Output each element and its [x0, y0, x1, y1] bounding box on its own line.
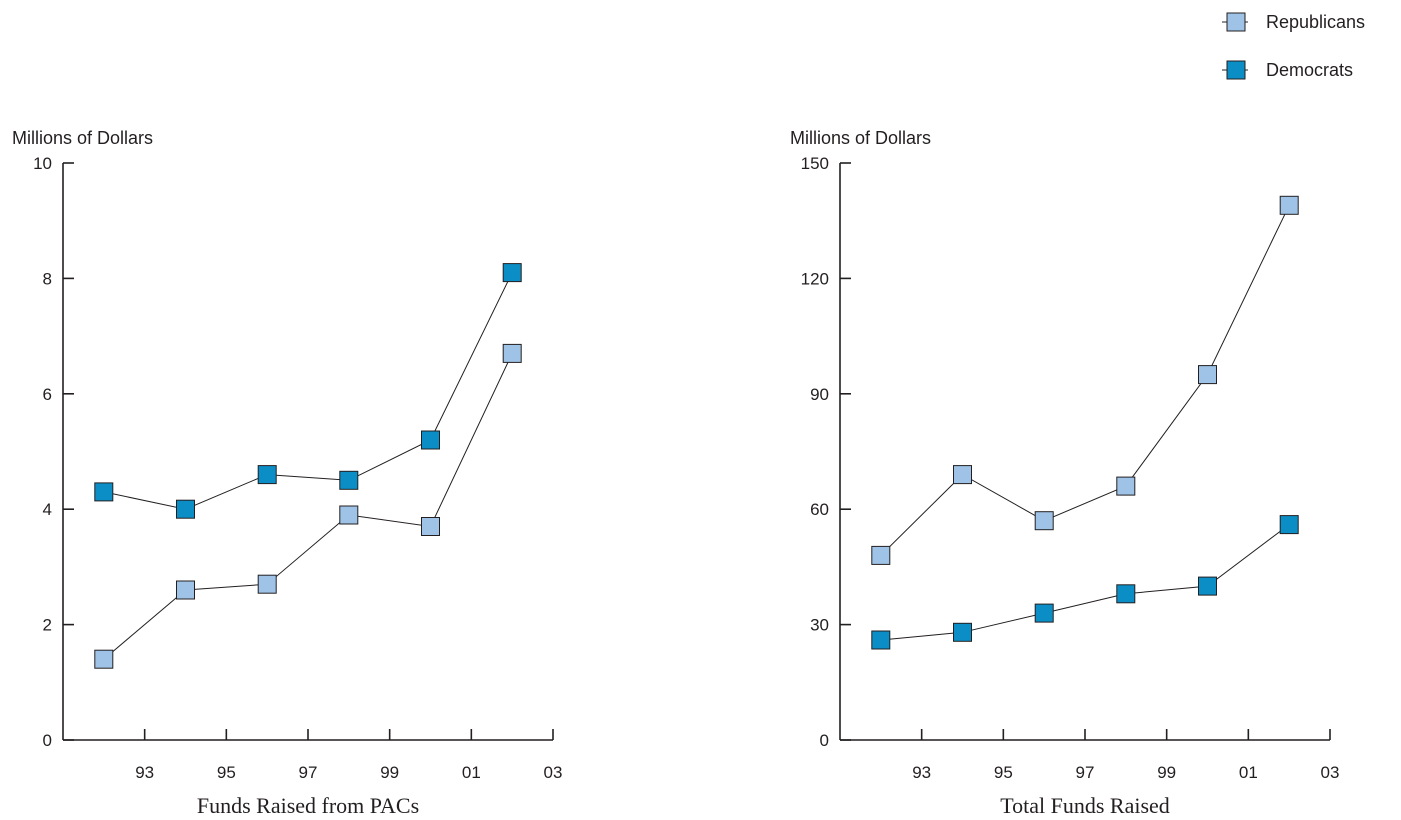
axes: 0 30 60 90 120 150 93 95 97 99 01 03: [801, 154, 1340, 782]
data-point-democrats: [421, 430, 440, 450]
data-point-democrats: [94, 482, 114, 502]
y-tick-label: 2: [43, 616, 52, 635]
data-point-republicans: [871, 545, 891, 565]
series-line-republicans: [103, 353, 513, 660]
legend-item-republicans: Republicans: [1222, 12, 1365, 32]
y-tick-label: 10: [33, 154, 52, 173]
x-tick-label: 99: [380, 763, 399, 782]
data-point-democrats: [502, 263, 522, 283]
chart-pacs: Millions of Dollars Funds Raised from PA…: [12, 128, 562, 818]
y-tick-label: 6: [43, 385, 52, 404]
y-tick-label: 120: [801, 269, 829, 288]
y-tick-label: 0: [820, 731, 829, 750]
data-point-democrats: [1034, 603, 1054, 623]
y-tick-label: 30: [810, 616, 829, 635]
y-tick-label: 150: [801, 154, 829, 173]
data-point-republicans: [953, 465, 972, 485]
data-point-republicans: [1116, 476, 1136, 496]
axes: 0 2 4 6 8 10 93 95 97 99 01 03: [33, 154, 562, 782]
x-tick-label: 93: [135, 763, 154, 782]
series-lines: [103, 272, 513, 660]
series-line-democrats: [880, 524, 1290, 641]
y-tick-label: 90: [810, 385, 829, 404]
data-point-democrats: [339, 470, 359, 490]
legend-label-democrats: Democrats: [1266, 60, 1353, 80]
y-tick-label: 60: [810, 500, 829, 519]
x-tick-label: 95: [217, 763, 236, 782]
chart-total: Millions of Dollars Total Funds Raised 0…: [790, 128, 1339, 818]
data-point-democrats: [953, 622, 972, 642]
legend-item-democrats: Democrats: [1222, 60, 1353, 80]
x-tick-label: 99: [1157, 763, 1176, 782]
x-tick-label: 93: [912, 763, 931, 782]
data-point-republicans: [176, 580, 195, 600]
x-tick-label: 01: [1239, 763, 1258, 782]
y-tick-label: 4: [43, 500, 52, 519]
data-point-democrats: [176, 499, 195, 519]
data-point-republicans: [94, 649, 114, 669]
x-tick-label: 95: [994, 763, 1013, 782]
chart-title: Funds Raised from PACs: [197, 793, 419, 818]
data-point-republicans: [1279, 195, 1299, 215]
x-tick-label: 03: [1321, 763, 1340, 782]
data-point-democrats: [1116, 584, 1136, 604]
legend-swatch-republicans: [1226, 12, 1246, 32]
chart-title: Total Funds Raised: [1000, 793, 1170, 818]
series-line-republicans: [880, 205, 1290, 556]
data-point-democrats: [871, 630, 891, 650]
legend-swatch-democrats: [1226, 60, 1246, 80]
x-tick-label: 97: [299, 763, 318, 782]
legend-label-republicans: Republicans: [1266, 12, 1365, 32]
y-axis-title: Millions of Dollars: [12, 128, 153, 148]
series-lines: [880, 205, 1290, 641]
data-point-democrats: [1198, 576, 1217, 596]
series-line-democrats: [103, 272, 513, 510]
y-tick-label: 0: [43, 731, 52, 750]
series-markers: [871, 195, 1299, 650]
series-markers: [94, 263, 522, 669]
data-point-republicans: [1034, 511, 1054, 531]
data-point-republicans: [339, 505, 359, 525]
data-point-democrats: [1279, 515, 1299, 535]
data-point-republicans: [257, 574, 277, 594]
y-tick-label: 8: [43, 269, 52, 288]
data-point-republicans: [502, 343, 522, 363]
x-tick-label: 97: [1076, 763, 1095, 782]
y-axis-title: Millions of Dollars: [790, 128, 931, 148]
x-tick-label: 01: [462, 763, 481, 782]
data-point-democrats: [257, 465, 277, 485]
data-point-republicans: [421, 517, 440, 536]
legend: Republicans Democrats: [1222, 12, 1365, 80]
x-tick-label: 03: [544, 763, 563, 782]
data-point-republicans: [1198, 365, 1217, 385]
